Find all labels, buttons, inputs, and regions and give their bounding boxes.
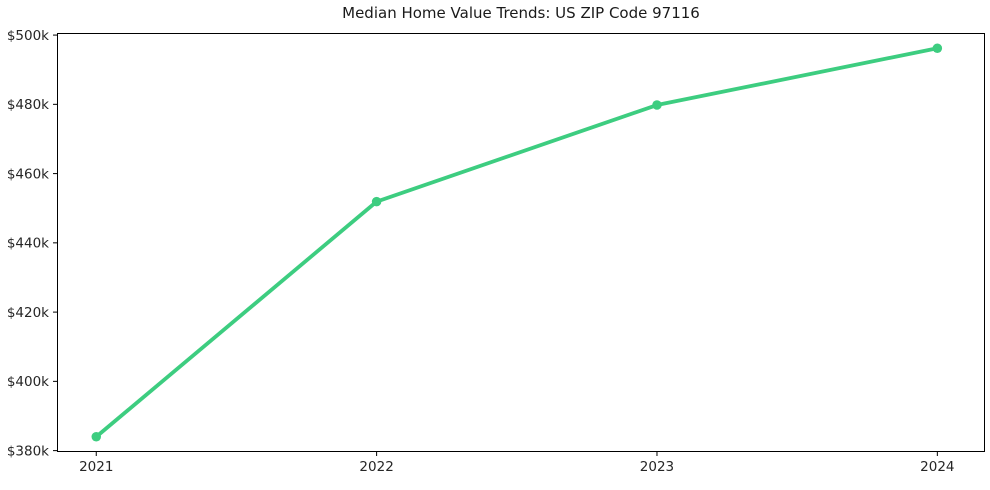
trend-line <box>94 46 940 439</box>
x-tick-label: 2022 <box>359 459 393 475</box>
data-point-marker <box>652 100 662 110</box>
axes-frame <box>57 33 985 452</box>
data-point-marker <box>371 196 382 207</box>
y-tick-label: $500k <box>7 28 49 44</box>
data-point-marker <box>91 432 102 442</box>
y-tick-label: $460k <box>7 166 49 182</box>
y-tick-label: $400k <box>7 374 49 390</box>
x-tick-label: 2024 <box>920 459 954 475</box>
x-tick-label: 2023 <box>640 459 674 475</box>
y-tick-label: $480k <box>7 97 49 113</box>
y-tick-label: $420k <box>7 305 49 321</box>
y-tick-label: $380k <box>7 443 49 459</box>
data-point-marker <box>932 43 943 53</box>
x-tick-label: 2021 <box>79 459 113 475</box>
y-tick-label: $440k <box>7 236 49 252</box>
chart-title: Median Home Value Trends: US ZIP Code 97… <box>342 4 700 22</box>
